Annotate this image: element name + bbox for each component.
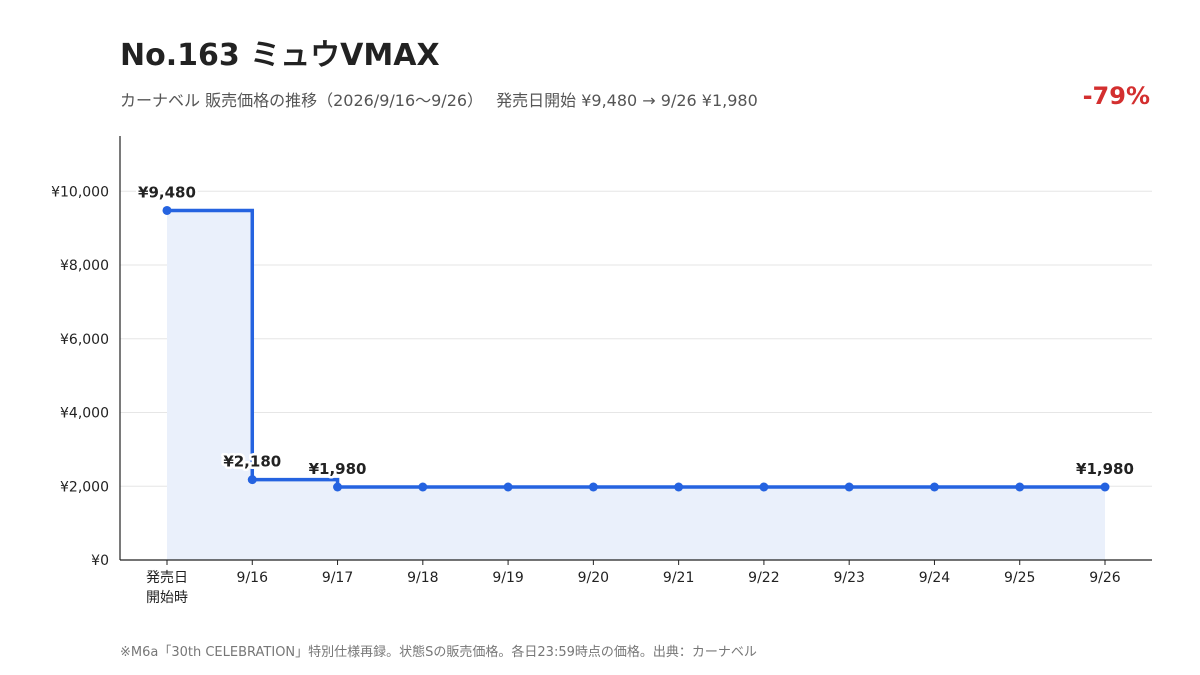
y-tick-label: ¥4,000 — [60, 406, 109, 422]
x-tick-label: 9/19 — [492, 570, 523, 586]
data-label: ¥1,980 — [309, 460, 367, 478]
x-tick-label: 9/18 — [407, 570, 438, 586]
x-tick-label: 9/23 — [833, 570, 864, 586]
x-tick-label: 9/17 — [322, 570, 353, 586]
y-tick-label: ¥10,000 — [51, 184, 109, 200]
x-tick-label: 発売日開始時 — [146, 570, 188, 606]
chart-subtitle: カーナベル 販売価格の推移（2026/9/16〜9/26） 発売日開始 ¥9,4… — [120, 91, 758, 110]
data-point — [503, 482, 513, 492]
data-point — [1015, 482, 1025, 492]
series-line — [167, 208, 1105, 489]
data-label: ¥2,180 — [223, 453, 281, 471]
chart-title: No.163 ミュウVMAX — [120, 38, 440, 73]
x-tick-label: 9/22 — [748, 570, 779, 586]
data-label: ¥1,980 — [1076, 460, 1134, 478]
y-tick-label: ¥8,000 — [60, 258, 109, 274]
x-tick-label: 9/20 — [578, 570, 609, 586]
area-fill — [167, 210, 1105, 561]
data-point — [247, 475, 257, 485]
data-point — [1100, 482, 1110, 492]
price-change-percent: -79% — [1082, 82, 1150, 110]
x-tick-label: 9/24 — [919, 570, 951, 586]
data-point — [844, 482, 854, 492]
x-tick-label: 9/25 — [1004, 570, 1035, 586]
data-label: ¥9,480 — [138, 183, 196, 201]
x-tick-label: 9/16 — [237, 570, 269, 586]
y-tick-label: ¥6,000 — [60, 332, 109, 348]
data-point — [588, 482, 598, 492]
y-tick-label: ¥0 — [91, 553, 109, 569]
data-point — [418, 482, 428, 492]
footnote: ※M6a「30th CELEBRATION」特別仕様再録。状態Sの販売価格。各日… — [120, 645, 757, 660]
data-point — [929, 482, 939, 492]
data-point — [759, 482, 769, 492]
y-tick-label: ¥2,000 — [60, 479, 109, 495]
data-point — [162, 205, 172, 215]
x-tick-label: 9/21 — [663, 570, 694, 586]
data-point — [674, 482, 684, 492]
data-point — [333, 482, 343, 492]
x-tick-label: 9/26 — [1089, 570, 1121, 586]
